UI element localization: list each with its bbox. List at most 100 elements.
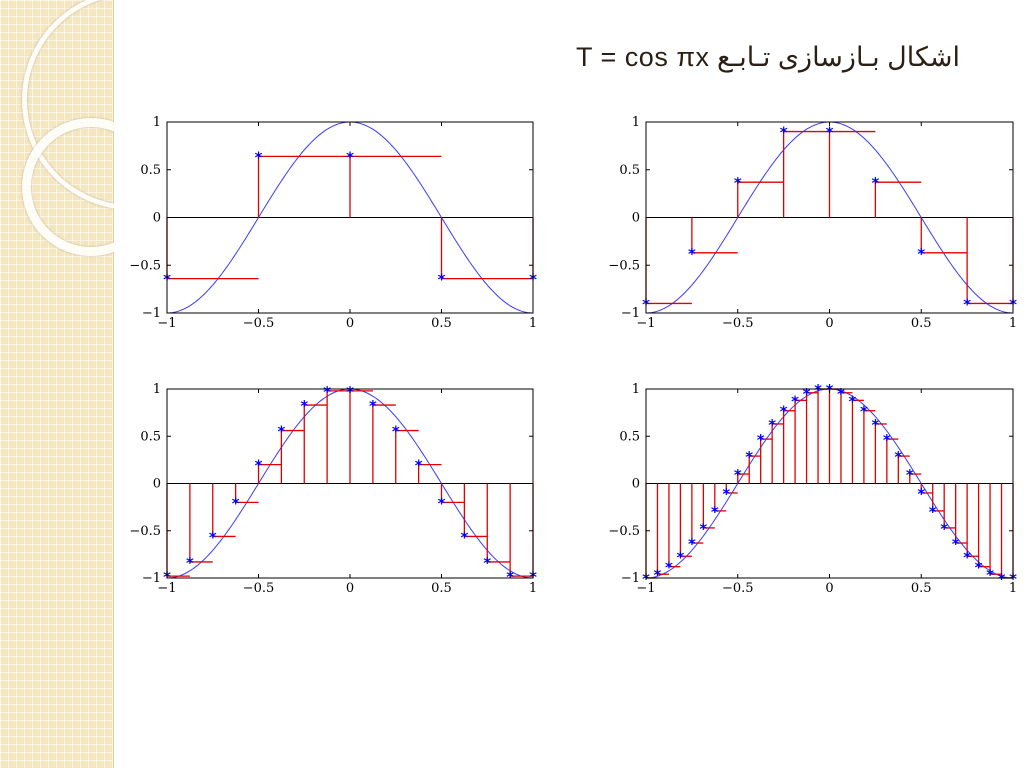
sample-marker: * — [780, 403, 788, 421]
sample-marker: * — [438, 271, 446, 289]
y-tick-label: 0 — [153, 477, 161, 492]
sample-marker: * — [255, 457, 263, 475]
sample-marker: * — [415, 457, 423, 475]
sample-marker: * — [711, 503, 719, 521]
sample-marker: * — [768, 416, 776, 434]
y-tick-label: −1 — [142, 306, 161, 321]
sample-marker: * — [963, 295, 971, 313]
sample-marker: * — [986, 566, 994, 584]
sample-marker: * — [699, 520, 707, 538]
sample-marker: * — [346, 148, 354, 166]
sample-marker: * — [642, 570, 650, 588]
sample-marker: * — [860, 403, 868, 421]
sample-marker: * — [186, 554, 194, 572]
sample-marker: * — [665, 559, 673, 577]
sample-marker: * — [917, 485, 925, 503]
sample-marker: * — [688, 535, 696, 553]
sample-marker: * — [757, 431, 765, 449]
sample-marker: * — [780, 124, 788, 142]
sample-marker: * — [277, 423, 285, 441]
sample-marker: * — [894, 448, 902, 466]
y-tick-label: 0.5 — [140, 163, 161, 178]
y-tick-label: 0.5 — [619, 429, 640, 444]
sample-marker: * — [837, 385, 845, 403]
sample-marker: * — [438, 494, 446, 512]
x-tick-label: −1 — [636, 581, 655, 596]
x-tick-label: −1 — [157, 316, 176, 331]
sample-marker: * — [734, 174, 742, 192]
x-tick-label: 0 — [825, 581, 833, 596]
y-tick-label: 0.5 — [140, 429, 161, 444]
sample-marker: * — [460, 528, 468, 546]
sample-marker: * — [975, 559, 983, 577]
decorative-ring-small — [22, 118, 114, 256]
y-tick-label: −0.5 — [608, 524, 640, 539]
y-tick-label: 1 — [153, 115, 161, 130]
decorative-sidebar — [0, 0, 114, 768]
sample-marker: * — [929, 503, 937, 521]
x-tick-label: 1 — [529, 316, 537, 331]
sample-marker: * — [998, 570, 1006, 588]
sample-marker: * — [871, 416, 879, 434]
plot-panel-4: *********************************−1−1−0.… — [608, 381, 1017, 596]
x-tick-label: 1 — [529, 581, 537, 596]
x-tick-label: 0 — [825, 316, 833, 331]
y-tick-label: 0 — [153, 211, 161, 226]
y-tick-label: −0.5 — [129, 258, 161, 273]
y-tick-label: −1 — [621, 306, 640, 321]
sample-marker: * — [849, 392, 857, 410]
sample-marker: * — [883, 431, 891, 449]
y-tick-label: −0.5 — [608, 258, 640, 273]
y-tick-label: 0 — [632, 211, 640, 226]
x-tick-label: −1 — [157, 581, 176, 596]
sample-marker: * — [952, 535, 960, 553]
sample-marker: * — [483, 554, 491, 572]
sample-marker: * — [917, 245, 925, 263]
x-tick-label: 0 — [346, 316, 354, 331]
sample-marker: * — [871, 174, 879, 192]
x-tick-label: −0.5 — [722, 581, 754, 596]
y-tick-label: −1 — [142, 571, 161, 586]
sample-marker: * — [826, 124, 834, 142]
x-tick-label: −1 — [636, 316, 655, 331]
y-tick-label: 1 — [632, 115, 640, 130]
sample-marker: * — [654, 566, 662, 584]
sample-marker: * — [676, 548, 684, 566]
sample-marker: * — [209, 528, 217, 546]
x-tick-label: 0.5 — [911, 581, 932, 596]
y-tick-label: 0.5 — [619, 163, 640, 178]
sample-marker: * — [255, 148, 263, 166]
y-tick-label: 1 — [632, 382, 640, 397]
sample-marker: * — [940, 520, 948, 538]
sample-marker: * — [906, 466, 914, 484]
slide-title: اشکال بـازسازی تـابـع T = cos πx — [576, 42, 960, 72]
x-tick-label: 0.5 — [911, 316, 932, 331]
sample-marker: * — [734, 466, 742, 484]
sample-marker: * — [506, 568, 514, 586]
x-tick-label: −0.5 — [243, 316, 275, 331]
y-tick-label: −1 — [621, 571, 640, 586]
x-tick-label: 0.5 — [431, 581, 452, 596]
sample-marker: * — [1009, 570, 1017, 588]
sample-marker: * — [745, 448, 753, 466]
sample-marker: * — [791, 392, 799, 410]
x-tick-label: 0.5 — [431, 316, 452, 331]
sample-marker: * — [688, 245, 696, 263]
x-tick-label: −0.5 — [243, 581, 275, 596]
sample-marker: * — [369, 397, 377, 415]
sample-marker: * — [232, 494, 240, 512]
sample-marker: * — [722, 485, 730, 503]
x-tick-label: 0 — [346, 581, 354, 596]
sample-marker: * — [814, 381, 822, 399]
sample-marker: * — [323, 383, 331, 401]
sample-marker: * — [803, 385, 811, 403]
sample-marker: * — [963, 548, 971, 566]
x-tick-label: 1 — [1009, 581, 1017, 596]
sample-marker: * — [392, 423, 400, 441]
sample-marker: * — [300, 397, 308, 415]
y-tick-label: 1 — [153, 382, 161, 397]
